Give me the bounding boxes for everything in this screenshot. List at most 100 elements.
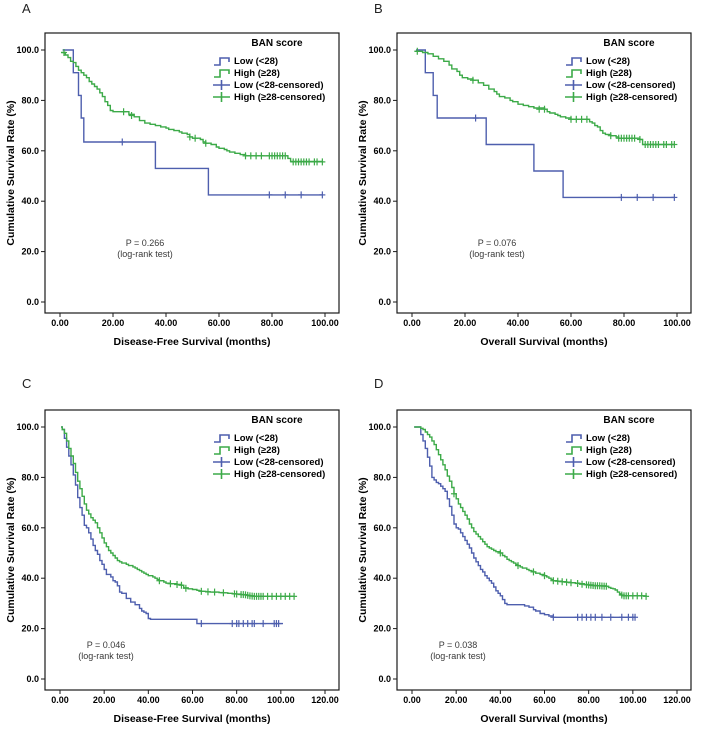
censor-marks-low [472,114,678,201]
p-value-label: P = 0.038 [439,640,478,650]
legend-censor-glyph-low [565,457,582,467]
legend: BAN score Low (<28)High (≥28)Low (<28-cen… [213,415,325,480]
x-axis-title: Overall Survival (months) [480,713,607,725]
legend-entry-label: Low (<28-censored) [586,80,675,91]
log-rank-label: (log-rank test) [117,249,173,259]
legend-entry-label: Low (<28-censored) [234,457,323,468]
p-value-label: P = 0.076 [478,238,517,248]
legend-censor-glyph-low [213,457,230,467]
legend: BAN score Low (<28)High (≥28)Low (<28-cen… [565,38,677,103]
survival-curve-high [61,51,324,163]
log-rank-label: (log-rank test) [78,651,134,661]
x-axis-tick-label: 40.00 [137,695,160,705]
x-axis-tick-label: 60.00 [533,695,556,705]
x-axis-tick-label: 100.00 [311,318,339,328]
y-axis-tick-label: 40.0 [21,573,39,583]
y-axis: 0.0 20.0 40.0 60.0 80.0 100.0 [368,45,397,307]
x-axis-tick-label: 80.00 [225,695,248,705]
y-axis-tick-label: 40.0 [21,196,39,206]
survival-curve-low [416,49,675,199]
y-axis-tick-label: 100.0 [16,422,39,432]
legend-title: BAN score [603,38,655,49]
legend-entry-label: Low (<28) [234,56,278,67]
y-axis-tick-label: 0.0 [378,674,391,684]
x-axis-tick-label: 80.00 [613,318,636,328]
x-axis-tick-label: 60.00 [181,695,204,705]
y-axis-title: Cumulative Survival Rate (%) [5,477,17,622]
y-axis-tick-label: 40.0 [373,196,391,206]
y-axis-tick-label: 80.0 [21,472,39,482]
legend-censor-glyph-low [565,80,582,90]
x-axis-tick-label: 80.00 [577,695,600,705]
km-chart-a: 0.0 20.0 40.0 60.0 80.0 100.0 0.00 20.00 40.00 60… [5,32,340,348]
legend-entry-label: High (≥28-censored) [586,92,677,103]
panel-a: A 0.0 20.0 40.0 60.0 80.0 100.0 0.00 20.00 40.00… [0,0,351,366]
y-axis-tick-label: 80.0 [373,472,391,482]
panel-letter-c: C [22,376,32,391]
log-rank-label: (log-rank test) [469,249,525,259]
legend-censor-glyph-high [565,469,582,479]
p-value-label: P = 0.046 [87,640,126,650]
y-axis-tick-label: 60.0 [373,146,391,156]
y-axis: 0.0 20.0 40.0 60.0 80.0 100.0 [368,422,397,684]
censor-marks-high [414,47,678,148]
plot-frame [44,32,340,314]
x-axis-tick-label: 20.00 [93,695,116,705]
x-axis: 0.00 20.00 40.00 60.00 80.00 100.00 [51,313,339,328]
y-axis: 0.0 20.0 40.0 60.0 80.0 100.0 [16,45,45,307]
legend-title: BAN score [251,415,303,426]
legend-line-glyph-high [214,69,230,78]
x-axis-title: Disease-Free Survival (months) [114,336,271,348]
censor-marks-low [119,138,326,199]
x-axis-tick-label: 100.00 [619,695,647,705]
plot-frame [396,32,692,314]
x-axis-tick-label: 0.00 [51,695,69,705]
y-axis-tick-label: 80.0 [21,95,39,105]
legend-entry-label: High (≥28-censored) [586,469,677,480]
y-axis-tick-label: 20.0 [21,247,39,257]
legend-censor-glyph-low [213,80,230,90]
y-axis-tick-label: 100.0 [16,45,39,55]
panel-d: D 0.0 20.0 40.0 60.0 80.0 100.0 0.00 20.00 40.00… [352,366,703,731]
panel-letter-d: D [374,376,384,391]
legend-entry-label: Low (<28) [586,433,630,444]
legend-line-glyph-low [214,434,230,443]
x-axis-tick-label: 60.00 [560,318,583,328]
legend-entry-label: High (≥28-censored) [234,92,325,103]
legend-entry-label: High (≥28) [586,445,632,456]
y-axis-title: Cumulative Survival Rate (%) [357,100,369,245]
x-axis-tick-label: 20.00 [445,695,468,705]
x-axis-tick-label: 0.00 [51,318,69,328]
legend-entry-label: High (≥28) [586,68,632,79]
y-axis-tick-label: 100.0 [368,45,391,55]
y-axis-tick-label: 60.0 [21,523,39,533]
legend-line-glyph-high [214,446,230,455]
x-axis-tick-label: 0.00 [403,318,421,328]
y-axis-tick-label: 0.0 [378,297,391,307]
y-axis-tick-label: 100.0 [368,422,391,432]
legend-entry-label: Low (<28-censored) [234,80,323,91]
legend-line-glyph-low [214,57,230,66]
y-axis-tick-label: 0.0 [26,297,39,307]
x-axis-tick-label: 20.00 [102,318,125,328]
x-axis-tick-label: 20.00 [454,318,477,328]
plot-frame [396,409,692,691]
y-axis-tick-label: 60.0 [373,523,391,533]
legend-censor-glyph-high [565,92,582,102]
legend-title: BAN score [603,415,655,426]
x-axis-tick-label: 120.00 [663,695,691,705]
panel-c: C 0.0 20.0 40.0 60.0 80.0 100.0 0.00 20.00 40.00… [0,366,351,731]
y-axis-title: Cumulative Survival Rate (%) [357,477,369,622]
km-chart-c: 0.0 20.0 40.0 60.0 80.0 100.0 0.00 20.00 40.00 60… [5,409,340,725]
censor-marks-high [450,490,650,600]
legend-entry-label: High (≥28) [234,445,280,456]
legend-entry-label: Low (<28-censored) [586,457,675,468]
survival-curve-low [61,426,283,625]
panel-b: B 0.0 20.0 40.0 60.0 80.0 100.0 0.00 20.00 40.00… [352,0,703,366]
y-axis-tick-label: 60.0 [21,146,39,156]
survival-curve-low [62,49,323,196]
x-axis-tick-label: 40.00 [489,695,512,705]
x-axis-tick-label: 0.00 [403,695,421,705]
x-axis-tick-label: 100.00 [267,695,295,705]
p-value-label: P = 0.266 [126,238,165,248]
